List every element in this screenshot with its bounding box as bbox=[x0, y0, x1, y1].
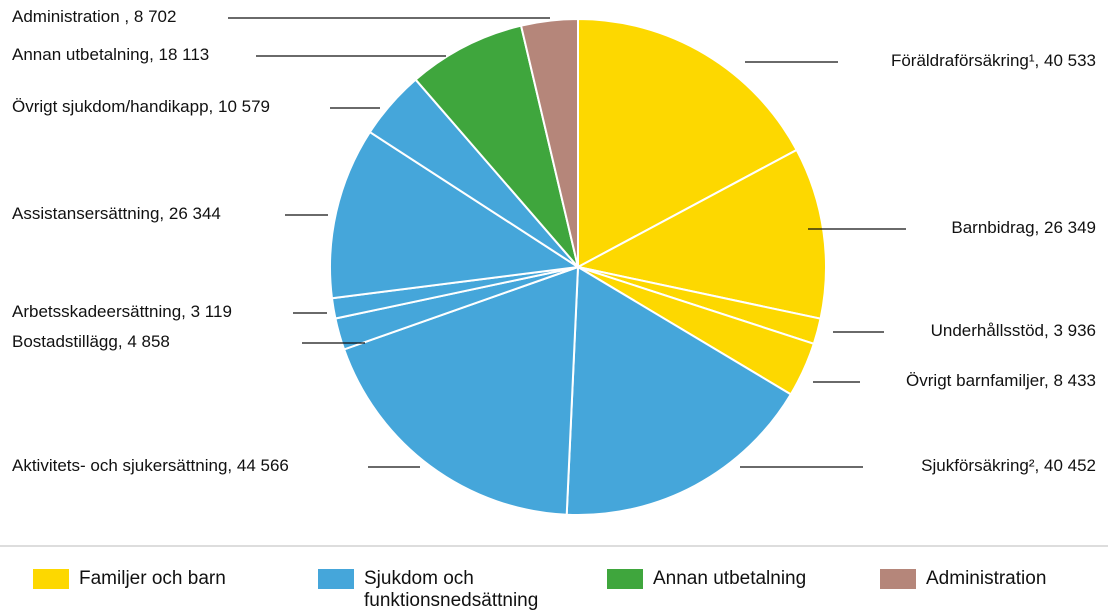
slice-category: Administration , bbox=[12, 7, 129, 26]
slice-category: Sjukförsäkring², bbox=[921, 456, 1039, 475]
slice-category: Övrigt barnfamiljer, bbox=[906, 371, 1049, 390]
slice-label: Barnbidrag, 26 349 bbox=[951, 218, 1096, 237]
legend-item: Familjer och barn bbox=[33, 568, 269, 590]
slice-label: Övrigt barnfamiljer, 8 433 bbox=[906, 371, 1096, 390]
slice-label: Underhållsstöd, 3 936 bbox=[931, 321, 1096, 340]
slice-value: 3 936 bbox=[1053, 321, 1096, 340]
legend-item: Administration bbox=[880, 568, 1108, 590]
slice-value: 40 533 bbox=[1044, 51, 1096, 70]
slice-category: Barnbidrag, bbox=[951, 218, 1039, 237]
slice-category: Aktivitets- och sjukersättning, bbox=[12, 456, 232, 475]
slice-category: Övrigt sjukdom/handikapp, bbox=[12, 97, 213, 116]
legend-label: Sjukdom och funktionsnedsättning bbox=[364, 568, 539, 611]
slice-category: Föräldraförsäkring¹, bbox=[891, 51, 1039, 70]
slice-value: 10 579 bbox=[218, 97, 270, 116]
slice-value: 3 119 bbox=[191, 302, 232, 321]
legend-item: Sjukdom och funktionsnedsättning bbox=[318, 568, 554, 612]
pie-slice bbox=[577, 17, 798, 269]
slice-category: Bostadstillägg, bbox=[12, 332, 123, 351]
legend-label: Familjer och barn bbox=[79, 568, 226, 589]
slice-value: 8 702 bbox=[134, 7, 177, 26]
slice-category: Annan utbetalning, bbox=[12, 45, 154, 64]
slice-label: Sjukförsäkring², 40 452 bbox=[921, 456, 1096, 475]
slice-label: Assistansersättning, 26 344 bbox=[12, 204, 221, 223]
slice-value: 44 566 bbox=[237, 456, 289, 475]
slice-label: Övrigt sjukdom/handikapp, 10 579 bbox=[12, 97, 270, 116]
pie-slice bbox=[519, 17, 579, 268]
slice-value: 8 433 bbox=[1053, 371, 1096, 390]
slice-label: Annan utbetalning, 18 113 bbox=[12, 45, 209, 64]
slice-label: Administration , 8 702 bbox=[12, 7, 176, 26]
legend-item: Annan utbetalning bbox=[607, 568, 843, 590]
pie-slice bbox=[565, 265, 793, 516]
slice-label: Föräldraförsäkring¹, 40 533 bbox=[891, 51, 1096, 70]
slice-label: Aktivitets- och sjukersättning, 44 566 bbox=[12, 456, 289, 475]
slice-category: Assistansersättning, bbox=[12, 204, 164, 223]
slice-value: 4 858 bbox=[127, 332, 170, 351]
pie-slice bbox=[329, 130, 581, 300]
slice-value: 26 349 bbox=[1044, 218, 1096, 237]
legend-label: Administration bbox=[926, 568, 1047, 589]
legend-swatch bbox=[607, 569, 643, 589]
slice-label: Arbetsskadeersättning, 3 119 bbox=[12, 302, 232, 321]
slice-category: Underhållsstöd, bbox=[931, 321, 1049, 340]
slice-category: Arbetsskadeersättning, bbox=[12, 302, 186, 321]
pie-slice bbox=[575, 148, 827, 320]
legend-swatch bbox=[880, 569, 916, 589]
legend-label: Annan utbetalning bbox=[653, 568, 807, 589]
chart: Föräldraförsäkring¹, 40 533 Barnbidrag, 2… bbox=[0, 7, 1108, 547]
slice-value: 40 452 bbox=[1044, 456, 1096, 475]
legend-swatch bbox=[318, 569, 354, 589]
legend-swatch bbox=[33, 569, 69, 589]
slice-label: Bostadstillägg, 4 858 bbox=[12, 332, 170, 351]
slice-value: 18 113 bbox=[159, 45, 210, 64]
slice-value: 26 344 bbox=[169, 204, 221, 223]
pie-slice bbox=[414, 24, 579, 268]
